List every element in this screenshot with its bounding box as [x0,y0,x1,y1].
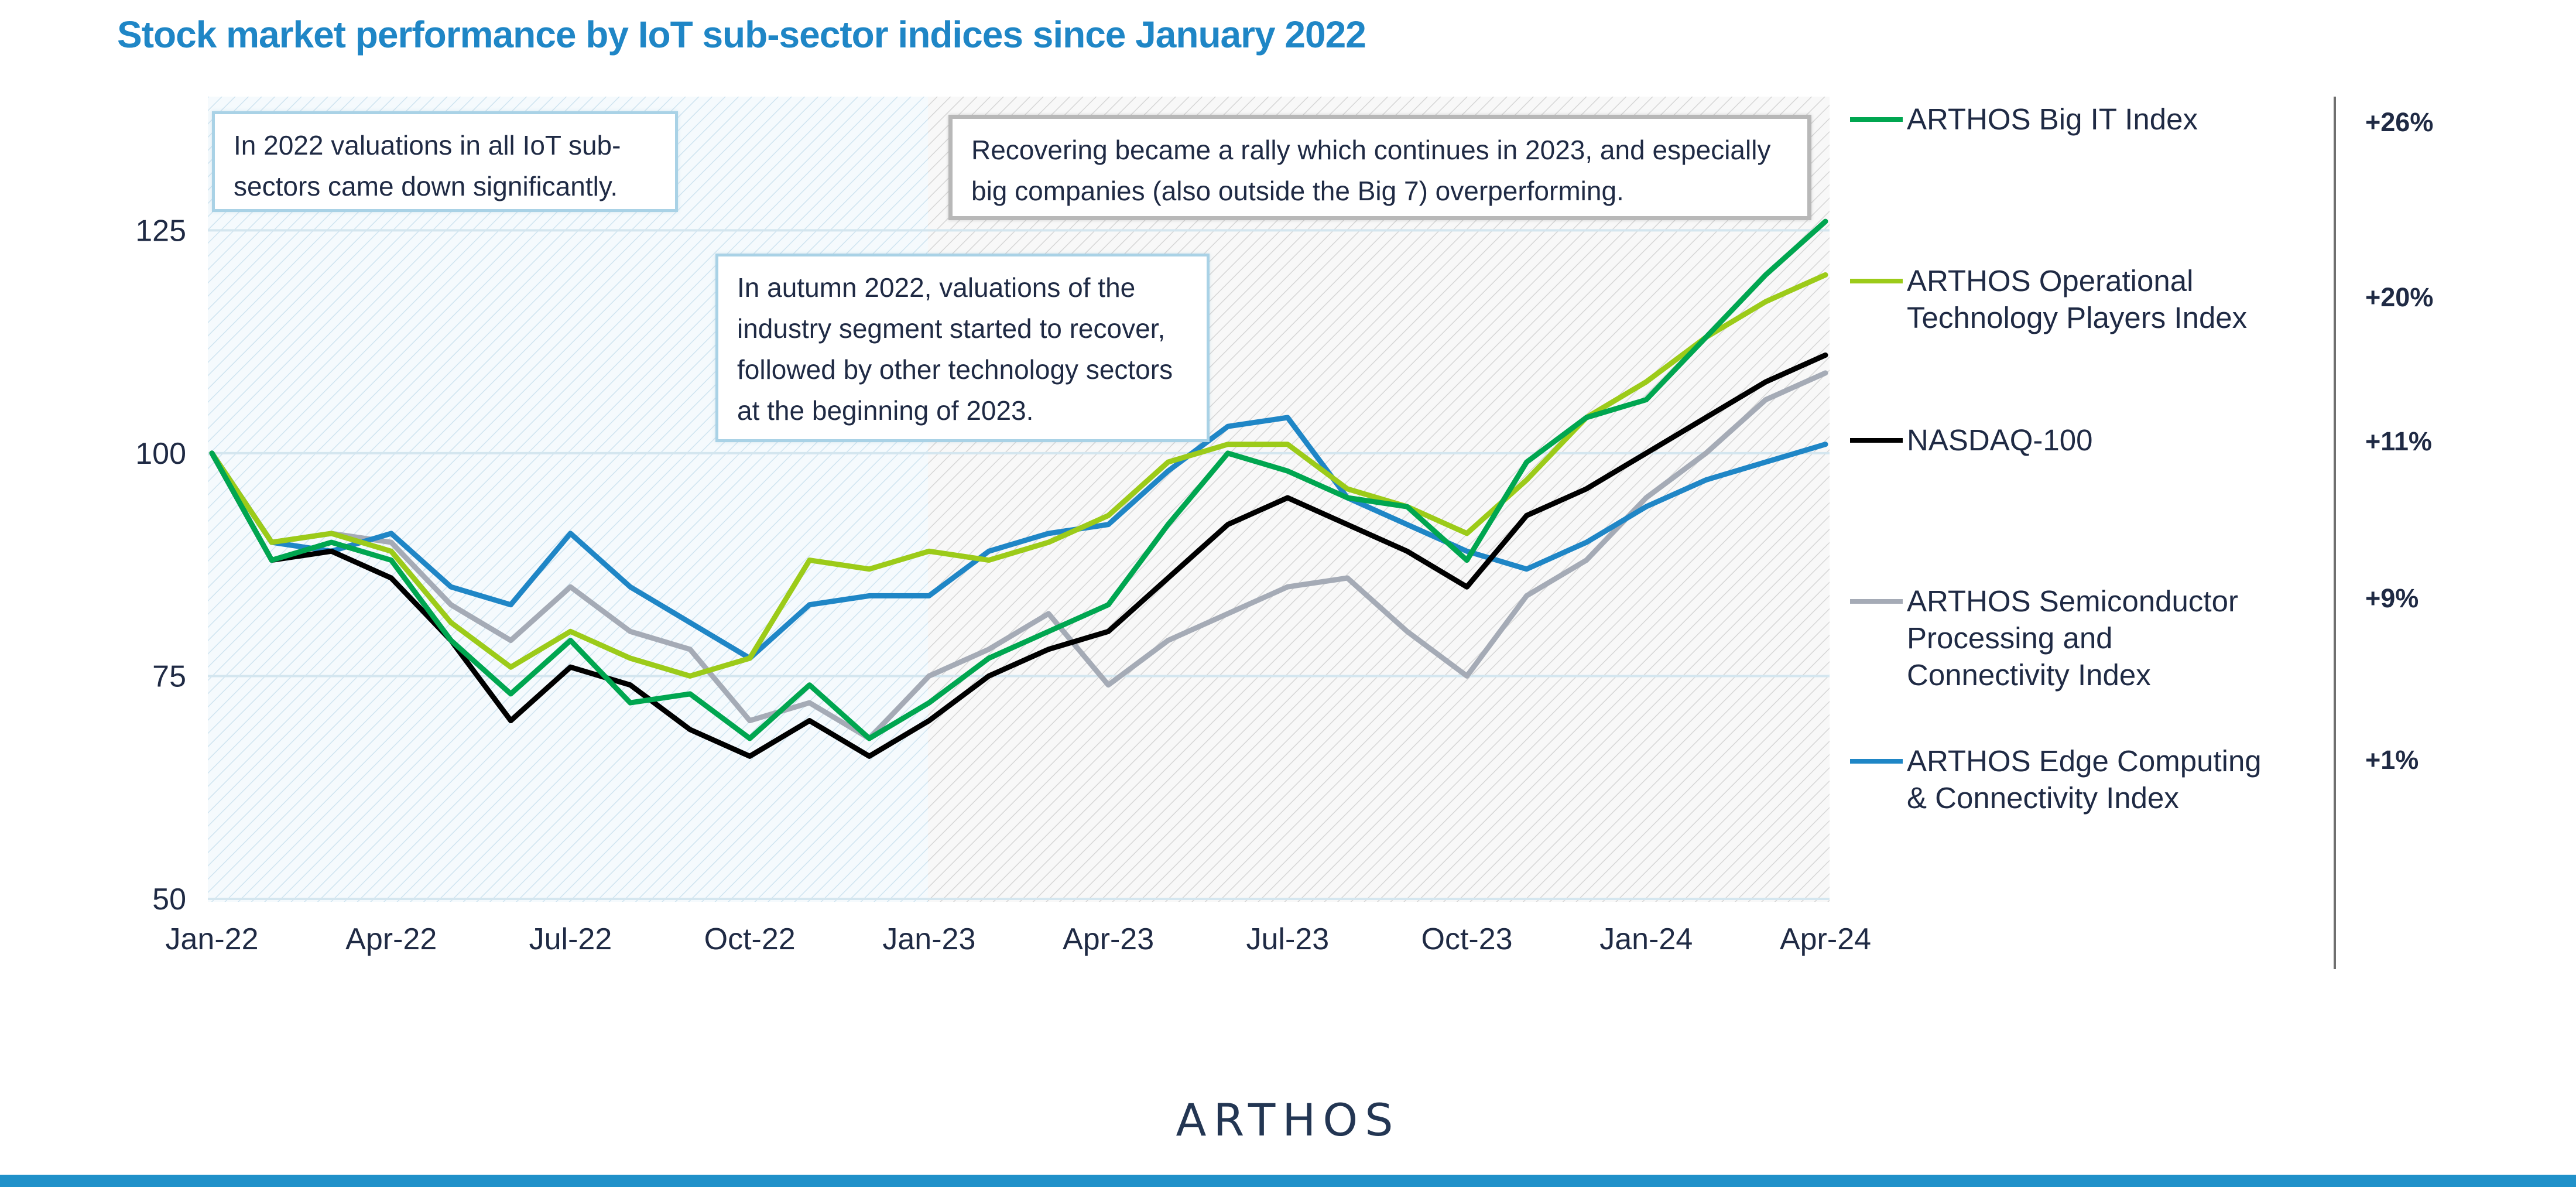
x-tick-label: Jul-23 [1246,922,1330,956]
change-edge: +1% [2365,745,2419,775]
series-lines [209,218,1828,759]
y-tick-label: 100 [135,437,186,471]
series-line-nasdaq [209,352,1828,759]
legend-label-big-it: ARTHOS Big IT Index [1907,102,2198,136]
x-tick-label: Jan-22 [166,922,259,956]
change-operational: +20% [2365,282,2434,312]
x-tick-label: Oct-23 [1421,922,1513,956]
legend-swatch-edge [1850,759,1903,764]
legend-label-nasdaq: NASDAQ-100 [1907,423,2093,457]
chart-title: Stock market performance by IoT sub-sect… [117,13,1366,56]
annotation-2022: In 2022 valuations in all IoT sub-sector… [212,111,678,212]
x-tick-label: Apr-24 [1780,922,1871,956]
legend-swatch-nasdaq [1850,438,1903,443]
series-line-big_it [209,218,1828,741]
legend-label-edge: ARTHOS Edge Computing & Connectivity Ind… [1907,744,2262,815]
arthos-logo: ARTHOS [1176,1094,1400,1146]
y-tick-label: 125 [135,214,186,248]
legend-divider [2334,97,2336,969]
x-tick-label: Apr-22 [345,922,437,956]
x-tick-label: Apr-23 [1063,922,1154,956]
shaded-period-2022 [208,97,928,902]
change-big-it: +26% [2365,107,2434,137]
x-tick-label: Oct-22 [704,922,796,956]
series-line-operational [209,272,1828,679]
y-tick-label: 75 [152,659,186,693]
bottom-accent-bar [0,1175,2576,1187]
legend-swatch-big-it [1850,117,1903,122]
series-line-semiconductor [209,370,1828,741]
x-tick-label: Jul-22 [529,922,612,956]
annotation-rally: Recovering became a rally which continue… [948,115,1811,220]
y-tick-label: 50 [152,882,186,916]
x-tick-label: Jan-24 [1599,922,1693,956]
change-nasdaq: +11% [2365,426,2432,456]
legend-swatch-operational [1850,279,1903,283]
x-axis-ticks: Jan-22 Apr-22 Jul-22 Oct-22 Jan-23 Apr-23 Jul-… [166,922,1872,956]
legend-label-operational: ARTHOS Operational Technology Players In… [1907,264,2248,334]
x-tick-label: Jan-23 [882,922,975,956]
y-axis-ticks: 50 75 100 125 [135,214,186,916]
legend-label-semiconductor: ARTHOS Semiconductor Processing and Conn… [1907,584,2238,692]
change-semiconductor: +9% [2365,583,2419,613]
series-line-edge [209,415,1828,661]
annotation-autumn-2022: In autumn 2022, valuations of the indust… [715,254,1210,442]
legend-swatch-semiconductor [1850,599,1903,604]
